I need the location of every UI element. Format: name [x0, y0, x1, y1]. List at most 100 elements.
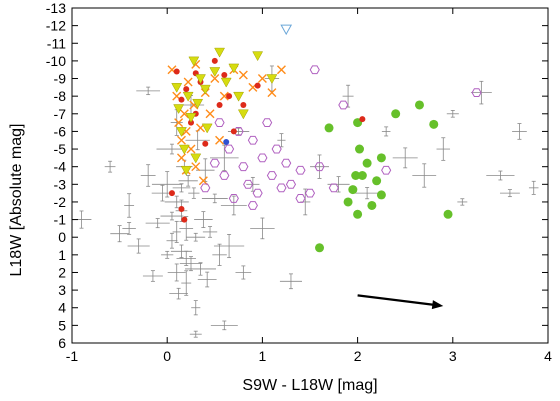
yellow-data-point: [185, 113, 197, 123]
y-tick-label: -13: [46, 0, 66, 16]
orange-data-point: [174, 118, 184, 128]
gray-data-point: [145, 218, 170, 229]
x-axis-label: S9W - L18W [mag]: [242, 377, 377, 394]
plot-border: [71, 7, 549, 344]
yellow-data-point: [228, 63, 240, 74]
gray-data-point: [186, 232, 206, 242]
gray-data-point: [172, 183, 191, 193]
green-data-point: [315, 243, 325, 253]
purple-data-point: [238, 162, 249, 172]
purple-data-point: [295, 165, 306, 175]
yellow-data-point: [182, 91, 194, 102]
gray-data-point: [164, 195, 189, 209]
gray-data-point: [210, 320, 238, 331]
y-tick-label: -7: [54, 106, 67, 122]
gray-data-point: [342, 84, 354, 108]
y-tick-label: -3: [54, 176, 67, 192]
gray-data-point: [279, 273, 302, 290]
gray-data-point: [392, 147, 418, 169]
green-data-point: [429, 119, 439, 129]
yellow-data-point: [192, 98, 204, 109]
gray-data-point: [457, 198, 468, 206]
yellow-data-point: [214, 47, 225, 58]
gray-data-point: [381, 126, 391, 137]
gray-data-point: [166, 232, 178, 249]
y-tick-label: 2: [58, 264, 66, 280]
gray-data-point: [151, 171, 183, 198]
orange-data-point: [179, 109, 189, 119]
blue-data-point: [223, 139, 230, 145]
light-blue-data-point: [280, 24, 293, 36]
red-data-point: [183, 86, 190, 93]
gray-data-point: [176, 250, 196, 266]
orange-data-point: [176, 135, 186, 145]
purple-data-point: [209, 158, 220, 168]
green-data-point: [355, 144, 365, 154]
yellow-data-point: [199, 84, 211, 95]
gray-data-point: [172, 220, 181, 243]
y-tick-label: -9: [54, 71, 67, 87]
y-tick-label: -8: [54, 88, 67, 104]
reddening-arrow: [357, 294, 444, 310]
green-data-point: [372, 176, 382, 186]
purple-data-point: [471, 88, 482, 98]
green-data-point: [351, 171, 361, 180]
orange-data-point: [191, 162, 201, 172]
y-tick-label: -4: [54, 159, 67, 175]
y-tick-label: -10: [46, 53, 66, 69]
gray-data-point: [122, 222, 136, 235]
y-tick-label: -11: [47, 35, 66, 51]
orange-data-point: [215, 135, 225, 145]
purple-data-point: [328, 183, 339, 193]
y-tick-label: 0: [58, 229, 66, 245]
red-data-point: [254, 82, 261, 89]
purple-data-point: [281, 158, 292, 168]
purple-data-point: [219, 171, 230, 180]
gray-data-point: [169, 287, 188, 300]
y-tick-label: 6: [58, 335, 66, 351]
red-data-point: [202, 140, 209, 147]
purple-data-point: [295, 194, 306, 203]
yellow-data-point: [171, 83, 183, 93]
green-data-point: [324, 123, 334, 133]
red-data-point: [230, 128, 237, 135]
gray-data-point: [235, 265, 252, 280]
orange-data-point: [210, 74, 220, 84]
gray-data-point: [104, 160, 116, 173]
gray-data-point: [197, 271, 217, 288]
chart-marks: [71, 24, 539, 338]
x-tick-label: -1: [66, 348, 79, 364]
gray-data-point: [181, 270, 192, 296]
green-data-point: [367, 200, 377, 210]
gray-data-point: [179, 256, 203, 272]
red-data-point: [173, 68, 180, 75]
yellow-data-point: [188, 56, 200, 67]
purple-data-point: [247, 135, 258, 145]
gray-data-point: [213, 234, 245, 259]
red-data-point: [178, 206, 185, 212]
orange-data-point: [183, 77, 193, 87]
purple-data-point: [247, 201, 258, 210]
red-data-point: [226, 93, 233, 100]
purple-data-point: [252, 188, 263, 198]
green-data-point: [443, 209, 453, 219]
orange-data-point: [219, 91, 229, 101]
green-data-point: [348, 185, 358, 195]
gray-data-point: [185, 262, 216, 276]
yellow-data-point: [176, 127, 187, 137]
purple-data-point: [266, 171, 277, 180]
green-data-point: [391, 109, 401, 119]
gray-data-point: [191, 300, 201, 316]
x-tick-label: 3: [449, 348, 457, 364]
purple-data-point: [381, 165, 392, 175]
purple-data-point: [338, 100, 349, 110]
x-tick-label: 4: [544, 348, 552, 364]
y-axis-label: L18W [Absolute mag]: [8, 124, 25, 277]
gray-data-point: [136, 86, 161, 96]
y-tick-label: -2: [54, 194, 67, 210]
purple-data-point: [276, 183, 287, 193]
purple-data-point: [243, 179, 254, 189]
y-tick-label: 3: [58, 282, 66, 298]
purple-data-point: [257, 153, 268, 163]
gray-data-point: [352, 187, 382, 200]
